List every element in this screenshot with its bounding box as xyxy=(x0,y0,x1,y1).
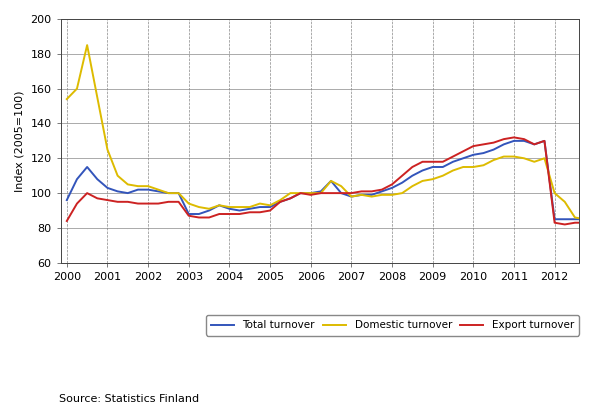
Export turnover xyxy=(216,211,223,216)
Total turnover xyxy=(470,152,477,157)
Domestic turnover xyxy=(63,97,70,102)
Domestic turnover xyxy=(317,191,324,196)
Domestic turnover xyxy=(84,43,91,48)
Export turnover xyxy=(226,211,233,216)
Total turnover xyxy=(216,203,223,208)
Export turnover xyxy=(470,143,477,148)
Total turnover xyxy=(307,191,314,196)
Total turnover xyxy=(63,198,70,203)
Export turnover xyxy=(561,222,568,227)
Total turnover xyxy=(226,206,233,211)
Export turnover xyxy=(480,142,487,147)
Export turnover xyxy=(510,135,517,140)
Text: Source: Statistics Finland: Source: Statistics Finland xyxy=(59,394,200,404)
Total turnover xyxy=(480,151,487,156)
Export turnover xyxy=(307,192,314,197)
Export turnover xyxy=(63,219,70,224)
Domestic turnover xyxy=(226,205,233,210)
Line: Domestic turnover: Domestic turnover xyxy=(67,45,594,221)
Domestic turnover xyxy=(236,205,243,210)
Total turnover xyxy=(510,138,517,143)
Legend: Total turnover, Domestic turnover, Export turnover: Total turnover, Domestic turnover, Expor… xyxy=(206,315,579,336)
Y-axis label: Index (2005=100): Index (2005=100) xyxy=(15,90,25,192)
Line: Export turnover: Export turnover xyxy=(67,137,594,224)
Domestic turnover xyxy=(480,163,487,168)
Domestic turnover xyxy=(490,158,497,163)
Line: Total turnover: Total turnover xyxy=(67,141,594,221)
